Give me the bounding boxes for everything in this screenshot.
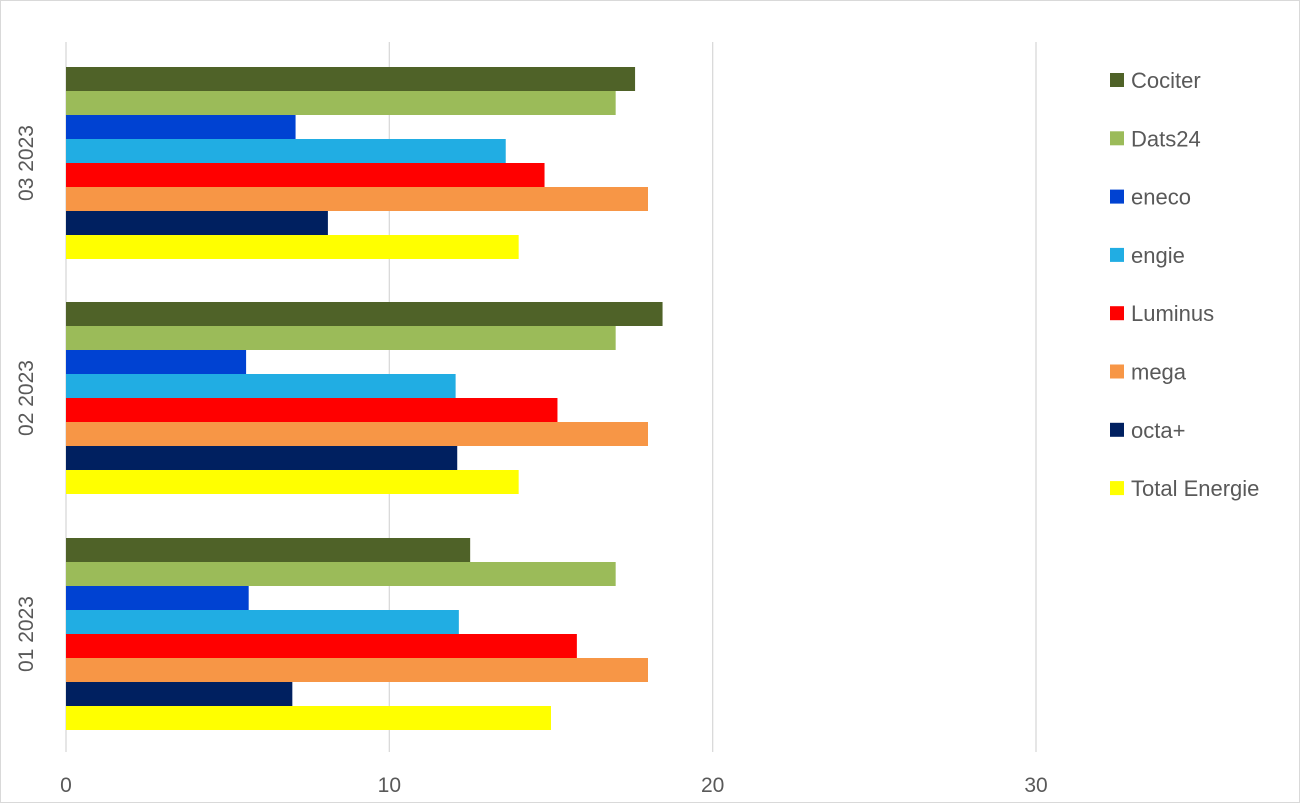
bar-dats24-02-2023: [66, 326, 616, 350]
legend-swatch: [1110, 481, 1124, 496]
legend-item: Dats24: [1110, 126, 1201, 151]
legend-swatch: [1110, 364, 1124, 379]
x-tick-label: 30: [1024, 774, 1047, 797]
bar-total-energie-01-2023: [66, 706, 551, 730]
legend-swatch: [1110, 422, 1124, 437]
legend-label: Total Energie: [1131, 476, 1259, 501]
legend-item: Cociter: [1110, 68, 1201, 93]
legend-item: octa+: [1110, 418, 1185, 443]
legend-item: eneco: [1110, 185, 1191, 210]
bar-dats24-01-2023: [66, 562, 616, 586]
bar-dats24-03-2023: [66, 91, 616, 115]
bar-cociter-03-2023: [66, 67, 636, 91]
x-tick-label: 20: [701, 774, 724, 797]
bar-octa--01-2023: [66, 682, 293, 706]
bar-mega-03-2023: [66, 187, 648, 211]
bars: [66, 67, 663, 730]
x-tick-label: 10: [378, 774, 401, 797]
y-category-label: 03 2023: [15, 125, 38, 201]
legend-label: Cociter: [1131, 68, 1201, 93]
bar-luminus-02-2023: [66, 398, 558, 422]
bar-eneco-01-2023: [66, 586, 249, 610]
legend-swatch: [1110, 189, 1124, 204]
bar-eneco-03-2023: [66, 115, 296, 139]
x-tick-label: 0: [60, 774, 72, 797]
x-axis-ticks: 0 10 20 30: [60, 774, 1048, 797]
y-category-label: 01 2023: [15, 596, 38, 672]
legend-label: engie: [1131, 243, 1185, 268]
y-axis-categories: 01 2023 02 2023 03 2023: [15, 125, 38, 672]
legend-label: eneco: [1131, 185, 1191, 210]
bar-total-energie-02-2023: [66, 470, 519, 494]
bar-luminus-01-2023: [66, 634, 577, 658]
bar-mega-01-2023: [66, 658, 648, 682]
legend-label: octa+: [1131, 418, 1185, 443]
legend-swatch: [1110, 247, 1124, 262]
bar-total-energie-03-2023: [66, 235, 519, 259]
legend-swatch: [1110, 306, 1124, 321]
legend: Cociter Dats24 eneco engie Luminus mega octa+ T…: [1110, 68, 1259, 501]
bar-luminus-03-2023: [66, 163, 545, 187]
legend-label: Dats24: [1131, 126, 1201, 151]
legend-label: mega: [1131, 360, 1187, 385]
bar-engie-01-2023: [66, 610, 459, 634]
legend-item: engie: [1110, 243, 1185, 268]
bar-eneco-02-2023: [66, 350, 247, 374]
bar-engie-02-2023: [66, 374, 456, 398]
y-category-label: 02 2023: [15, 360, 38, 436]
bar-mega-02-2023: [66, 422, 648, 446]
legend-item: Total Energie: [1110, 476, 1259, 501]
legend-item: mega: [1110, 360, 1187, 385]
legend-swatch: [1110, 73, 1124, 87]
legend-label: Luminus: [1131, 301, 1214, 326]
bar-cociter-02-2023: [66, 302, 663, 326]
bar-octa--02-2023: [66, 446, 458, 470]
legend-swatch: [1110, 131, 1124, 146]
bar-octa--03-2023: [66, 211, 328, 235]
bar-cociter-01-2023: [66, 538, 471, 562]
bar-engie-03-2023: [66, 139, 506, 163]
legend-item: Luminus: [1110, 301, 1214, 326]
